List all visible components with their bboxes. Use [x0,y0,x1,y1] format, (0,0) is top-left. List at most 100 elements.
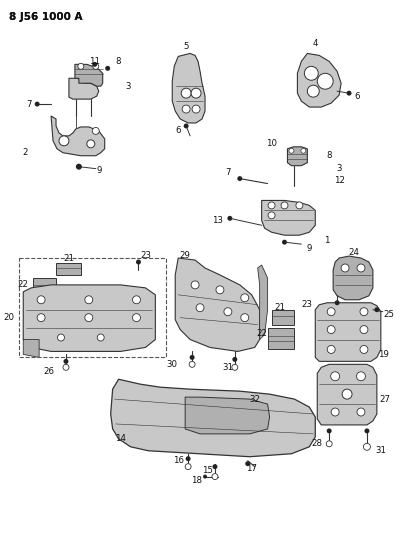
Circle shape [92,62,97,67]
Circle shape [192,105,200,113]
Circle shape [59,136,69,146]
Circle shape [317,74,333,89]
Text: 27: 27 [379,394,390,403]
Circle shape [360,345,368,353]
Polygon shape [23,285,155,351]
Text: 21: 21 [63,254,74,263]
Circle shape [268,202,275,209]
Circle shape [245,461,250,466]
Circle shape [203,474,207,479]
Circle shape [281,202,288,209]
Text: 20: 20 [4,313,15,322]
Circle shape [191,88,201,98]
Circle shape [191,281,199,289]
Text: 8: 8 [116,57,121,66]
Polygon shape [272,310,295,325]
Polygon shape [172,53,205,123]
Polygon shape [315,303,381,361]
Circle shape [97,334,104,341]
Circle shape [296,202,303,209]
Circle shape [133,314,141,321]
Circle shape [216,286,224,294]
Circle shape [133,296,141,304]
Text: 17: 17 [246,464,257,473]
Text: 8 J56 1000 A: 8 J56 1000 A [9,12,83,22]
Text: 25: 25 [383,310,394,319]
Circle shape [76,164,82,169]
Text: 22: 22 [18,280,29,289]
Circle shape [331,372,339,381]
Circle shape [360,326,368,334]
Text: 31: 31 [223,363,233,372]
Text: 3: 3 [337,164,342,173]
Circle shape [327,429,332,433]
Circle shape [334,300,339,305]
Circle shape [364,429,369,433]
Circle shape [232,365,238,370]
Text: 23: 23 [140,251,151,260]
Text: 1: 1 [324,236,330,245]
Polygon shape [175,258,260,351]
Text: 23: 23 [302,300,313,309]
Text: 9: 9 [96,166,102,175]
Text: 14: 14 [115,434,126,443]
Circle shape [241,314,249,321]
Circle shape [326,441,332,447]
Text: 8 J56 1000 A: 8 J56 1000 A [9,12,83,22]
Text: 6: 6 [354,92,360,101]
Circle shape [224,308,232,316]
Circle shape [87,140,95,148]
Circle shape [185,464,191,470]
Circle shape [327,345,335,353]
Circle shape [357,408,365,416]
Circle shape [35,102,40,107]
Circle shape [63,365,69,370]
Polygon shape [185,397,270,434]
Circle shape [357,372,365,381]
Circle shape [327,326,335,334]
Text: 7: 7 [27,100,32,109]
Circle shape [190,355,195,360]
Text: 15: 15 [203,466,213,475]
Circle shape [301,148,306,154]
Text: 16: 16 [173,456,184,465]
Polygon shape [75,64,103,86]
Bar [19,258,166,358]
Circle shape [307,85,319,97]
Text: 32: 32 [249,394,260,403]
Text: 2: 2 [22,148,28,157]
Polygon shape [267,328,295,350]
Polygon shape [23,340,39,358]
Polygon shape [111,379,315,457]
Polygon shape [317,365,377,425]
Circle shape [305,66,318,80]
Polygon shape [297,53,341,107]
Text: 11: 11 [89,57,100,66]
Circle shape [37,296,45,304]
Text: 18: 18 [191,476,202,485]
Circle shape [237,176,242,181]
Circle shape [136,260,141,264]
Circle shape [347,91,352,95]
Text: 26: 26 [44,367,54,376]
Text: 12: 12 [334,176,344,185]
Circle shape [181,88,191,98]
Circle shape [213,464,218,469]
Circle shape [228,216,233,221]
Circle shape [85,296,93,304]
Text: 31: 31 [375,446,386,455]
Circle shape [327,308,335,316]
Text: 22: 22 [256,329,267,338]
Circle shape [182,105,190,113]
Circle shape [360,308,368,316]
Circle shape [37,314,45,321]
Text: 8: 8 [327,151,332,160]
Circle shape [92,127,99,134]
Circle shape [357,264,365,272]
Circle shape [341,264,349,272]
Polygon shape [287,147,307,166]
Text: 6: 6 [176,126,181,135]
Text: 24: 24 [349,248,359,256]
Circle shape [77,164,82,169]
Circle shape [85,314,93,321]
